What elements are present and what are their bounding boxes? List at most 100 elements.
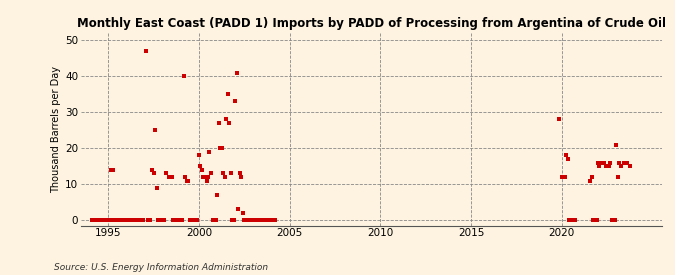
Point	[230, 99, 240, 104]
Point	[556, 175, 567, 179]
Point	[251, 218, 262, 222]
Point	[610, 218, 620, 222]
Point	[562, 157, 573, 161]
Point	[216, 146, 227, 150]
Point	[186, 218, 196, 222]
Point	[180, 175, 191, 179]
Point	[95, 218, 106, 222]
Point	[266, 218, 277, 222]
Point	[150, 128, 161, 132]
Point	[267, 218, 278, 222]
Point	[196, 167, 207, 172]
Point	[561, 153, 572, 158]
Point	[122, 218, 133, 222]
Point	[605, 160, 616, 165]
Point	[600, 164, 611, 168]
Point	[244, 218, 254, 222]
Point	[256, 218, 267, 222]
Point	[213, 121, 224, 125]
Point	[118, 218, 129, 222]
Point	[140, 49, 151, 53]
Point	[210, 218, 221, 222]
Point	[161, 171, 171, 175]
Point	[259, 218, 269, 222]
Point	[601, 164, 612, 168]
Point	[97, 218, 107, 222]
Point	[165, 175, 176, 179]
Point	[564, 218, 574, 222]
Point	[608, 218, 618, 222]
Point	[554, 117, 564, 122]
Point	[616, 164, 626, 168]
Point	[558, 175, 568, 179]
Point	[198, 175, 209, 179]
Point	[249, 218, 260, 222]
Point	[188, 218, 198, 222]
Point	[265, 218, 275, 222]
Point	[200, 175, 211, 179]
Point	[157, 218, 168, 222]
Point	[89, 218, 100, 222]
Point	[145, 218, 156, 222]
Point	[121, 218, 132, 222]
Point	[127, 218, 138, 222]
Point	[144, 218, 155, 222]
Point	[263, 218, 274, 222]
Point	[240, 218, 251, 222]
Point	[618, 160, 629, 165]
Point	[221, 117, 232, 122]
Point	[591, 218, 602, 222]
Point	[567, 218, 578, 222]
Point	[614, 160, 624, 165]
Point	[111, 218, 122, 222]
Point	[215, 146, 225, 150]
Point	[182, 178, 192, 183]
Point	[209, 218, 219, 222]
Point	[115, 218, 126, 222]
Point	[124, 218, 135, 222]
Point	[163, 175, 174, 179]
Point	[112, 218, 123, 222]
Point	[587, 175, 597, 179]
Point	[201, 178, 212, 183]
Point	[269, 218, 280, 222]
Point	[176, 218, 186, 222]
Point	[261, 218, 272, 222]
Point	[585, 178, 596, 183]
Point	[612, 175, 623, 179]
Point	[606, 218, 617, 222]
Point	[570, 218, 580, 222]
Point	[260, 218, 271, 222]
Y-axis label: Thousand Barrels per Day: Thousand Barrels per Day	[51, 66, 61, 193]
Point	[134, 218, 145, 222]
Point	[212, 193, 223, 197]
Point	[594, 164, 605, 168]
Point	[90, 218, 101, 222]
Point	[172, 218, 183, 222]
Point	[236, 175, 246, 179]
Point	[192, 218, 203, 222]
Point	[106, 167, 117, 172]
Point	[228, 218, 239, 222]
Point	[154, 218, 165, 222]
Point	[189, 218, 200, 222]
Point	[217, 171, 228, 175]
Point	[611, 142, 622, 147]
Point	[621, 160, 632, 165]
Point	[252, 218, 263, 222]
Point	[174, 218, 185, 222]
Point	[239, 218, 250, 222]
Text: Source: U.S. Energy Information Administration: Source: U.S. Energy Information Administ…	[54, 263, 268, 272]
Point	[603, 164, 614, 168]
Point	[254, 218, 265, 222]
Point	[204, 150, 215, 154]
Point	[222, 92, 233, 96]
Point	[119, 218, 130, 222]
Point	[624, 164, 635, 168]
Point	[146, 167, 157, 172]
Point	[136, 218, 146, 222]
Point	[94, 218, 105, 222]
Point	[107, 167, 118, 172]
Point	[159, 218, 169, 222]
Point	[138, 218, 148, 222]
